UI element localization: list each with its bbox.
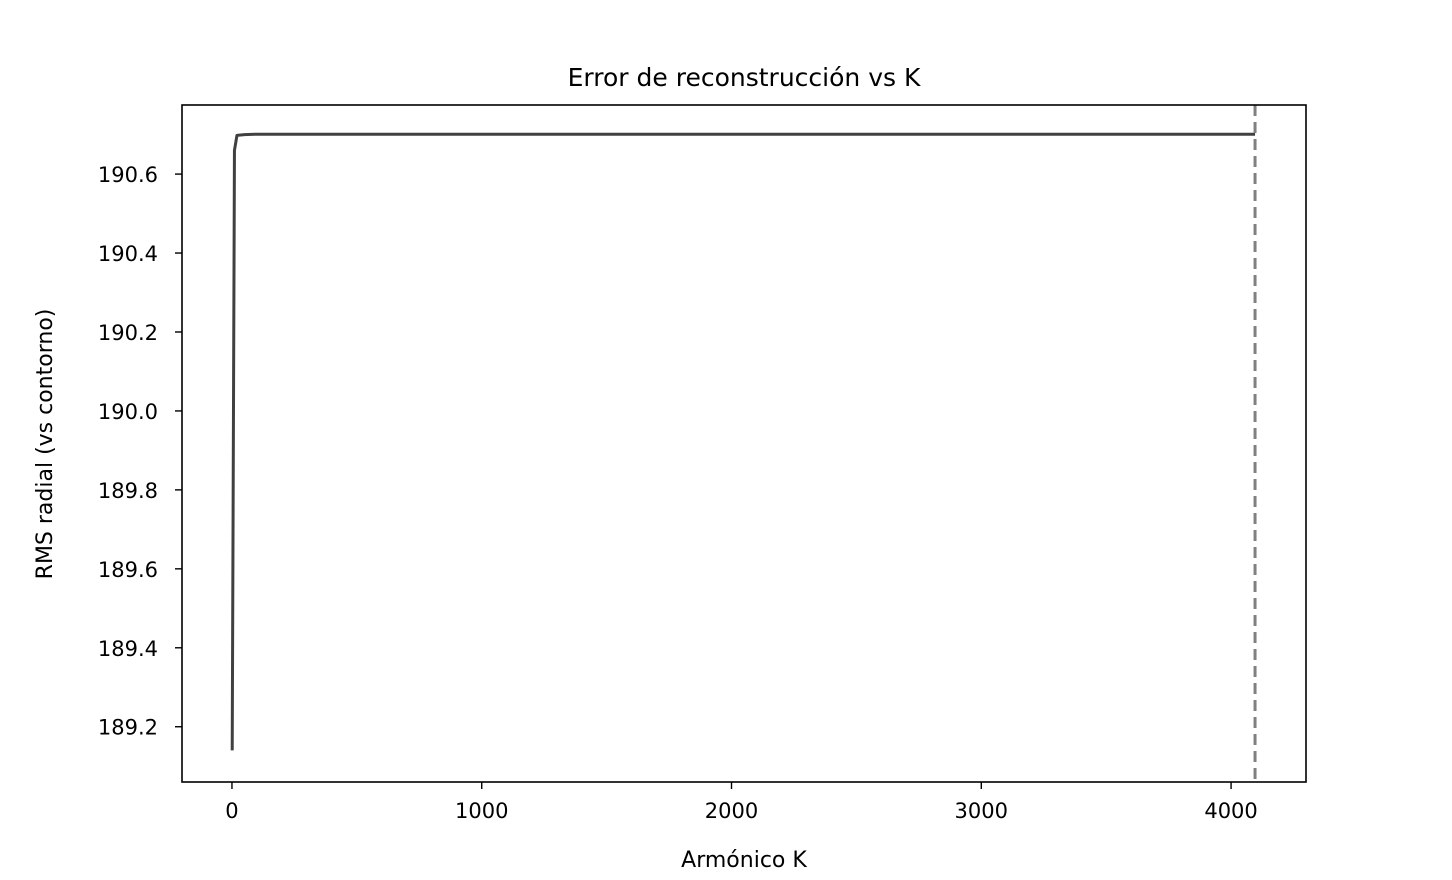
x-tick-label: 0 xyxy=(225,799,238,823)
plot-frame xyxy=(181,104,1307,783)
y-axis-ticks: 189.2 189.4 189.6 189.8 190.0 190.2 190.4 190.6 xyxy=(98,163,182,740)
x-tick-label: 2000 xyxy=(705,799,758,823)
y-tick-label: 190.2 xyxy=(98,321,158,345)
plot-background xyxy=(182,105,1306,782)
x-axis-ticks: 0 1000 2000 3000 4000 xyxy=(225,782,1258,823)
series-line-0 xyxy=(230,132,1256,751)
y-tick-label: 189.2 xyxy=(98,716,158,740)
x-tick-label: 4000 xyxy=(1204,799,1257,823)
x-tick-label: 1000 xyxy=(455,799,508,823)
y-tick-label: 189.6 xyxy=(98,558,158,582)
x-axis-label: Armónico K xyxy=(681,848,807,873)
series-layer xyxy=(230,132,1256,751)
chart-title: Error de reconstrucción vs K xyxy=(568,63,921,92)
y-tick-label: 190.0 xyxy=(98,400,158,424)
y-tick-label: 189.4 xyxy=(98,637,158,661)
y-tick-label: 190.4 xyxy=(98,242,158,266)
y-axis-label: RMS radial (vs contorno) xyxy=(33,309,58,580)
y-tick-label: 189.8 xyxy=(98,479,158,503)
x-tick-label: 3000 xyxy=(955,799,1008,823)
y-tick-label: 190.6 xyxy=(98,163,158,187)
